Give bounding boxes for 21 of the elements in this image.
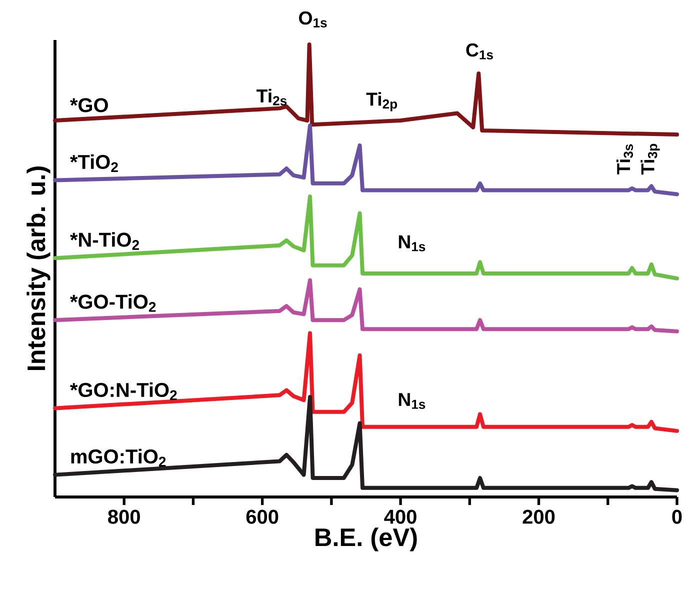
annotation: Ti$_{3p}$ (640, 144, 660, 175)
annotation: Ti$_{2s}$ (256, 88, 287, 106)
series-label: *GO:N-TiO$_{2}$ (70, 382, 177, 400)
series-label: mGO:TiO$_{2}$ (71, 448, 166, 467)
x-tick-label: 200 (522, 510, 555, 524)
series-label: *GO (70, 98, 108, 112)
annotation: Ti$_{3s}$ (616, 144, 634, 174)
x-tick-label: 400 (384, 510, 416, 524)
series-label: *N-TiO$_{2}$ (70, 232, 139, 250)
x-tick-label: 800 (108, 510, 140, 524)
annotation: N$_{1s}$ (398, 393, 426, 409)
y-axis-title: Intensity (arb. u.) (26, 166, 50, 370)
x-tick-label: 600 (246, 510, 278, 524)
series-label: *TiO$_{2}$ (70, 154, 118, 172)
annotation: C$_{1s}$ (466, 43, 493, 60)
x-axis-title: B.E. (eV) (316, 528, 417, 552)
annotation: N$_{1s}$ (398, 235, 426, 252)
series-label: *GO-TiO$_{2}$ (70, 294, 156, 312)
annotation: Ti$_{2p}$ (366, 92, 398, 112)
x-tick-label: 0 (672, 510, 682, 524)
text: O$_{1s}$ (299, 11, 327, 28)
